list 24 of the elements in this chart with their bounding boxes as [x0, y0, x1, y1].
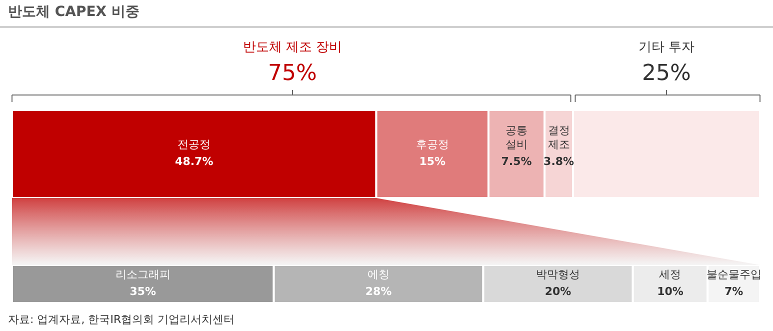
- text: 반도체 제조 장비: [242, 40, 342, 55]
- data-label: 7%: [724, 285, 744, 298]
- series-label: 박막형성: [536, 268, 580, 281]
- series-label: 리소그래피: [115, 268, 170, 281]
- data-label: 10%: [657, 285, 684, 298]
- data-label: 35%: [130, 285, 156, 298]
- text: 기타 투자: [638, 40, 695, 55]
- series-label: 에칭: [368, 268, 390, 281]
- data-label: 28%: [365, 285, 392, 298]
- series-label: 결정 제조: [548, 124, 570, 151]
- series-label: 불순물주입: [706, 268, 762, 281]
- series-label: 공통 설비: [506, 124, 528, 151]
- data-label: 48.7%: [175, 155, 214, 168]
- data-label: 7.5%: [501, 155, 532, 168]
- text: 75%: [268, 61, 317, 86]
- data-label: 3.8%: [544, 155, 574, 168]
- series-label: 전공정: [178, 138, 211, 151]
- data-label: 15%: [419, 155, 446, 168]
- text: 자료: 업계자료, 한국IR협의회 기업리서치센터: [8, 313, 235, 326]
- data-label: 20%: [544, 285, 572, 298]
- series-label: 세정: [659, 268, 682, 281]
- chart-title: 반도체 CAPEX 비중: [8, 4, 140, 20]
- text: 25%: [642, 61, 691, 86]
- series-label: 후공정: [416, 138, 449, 151]
